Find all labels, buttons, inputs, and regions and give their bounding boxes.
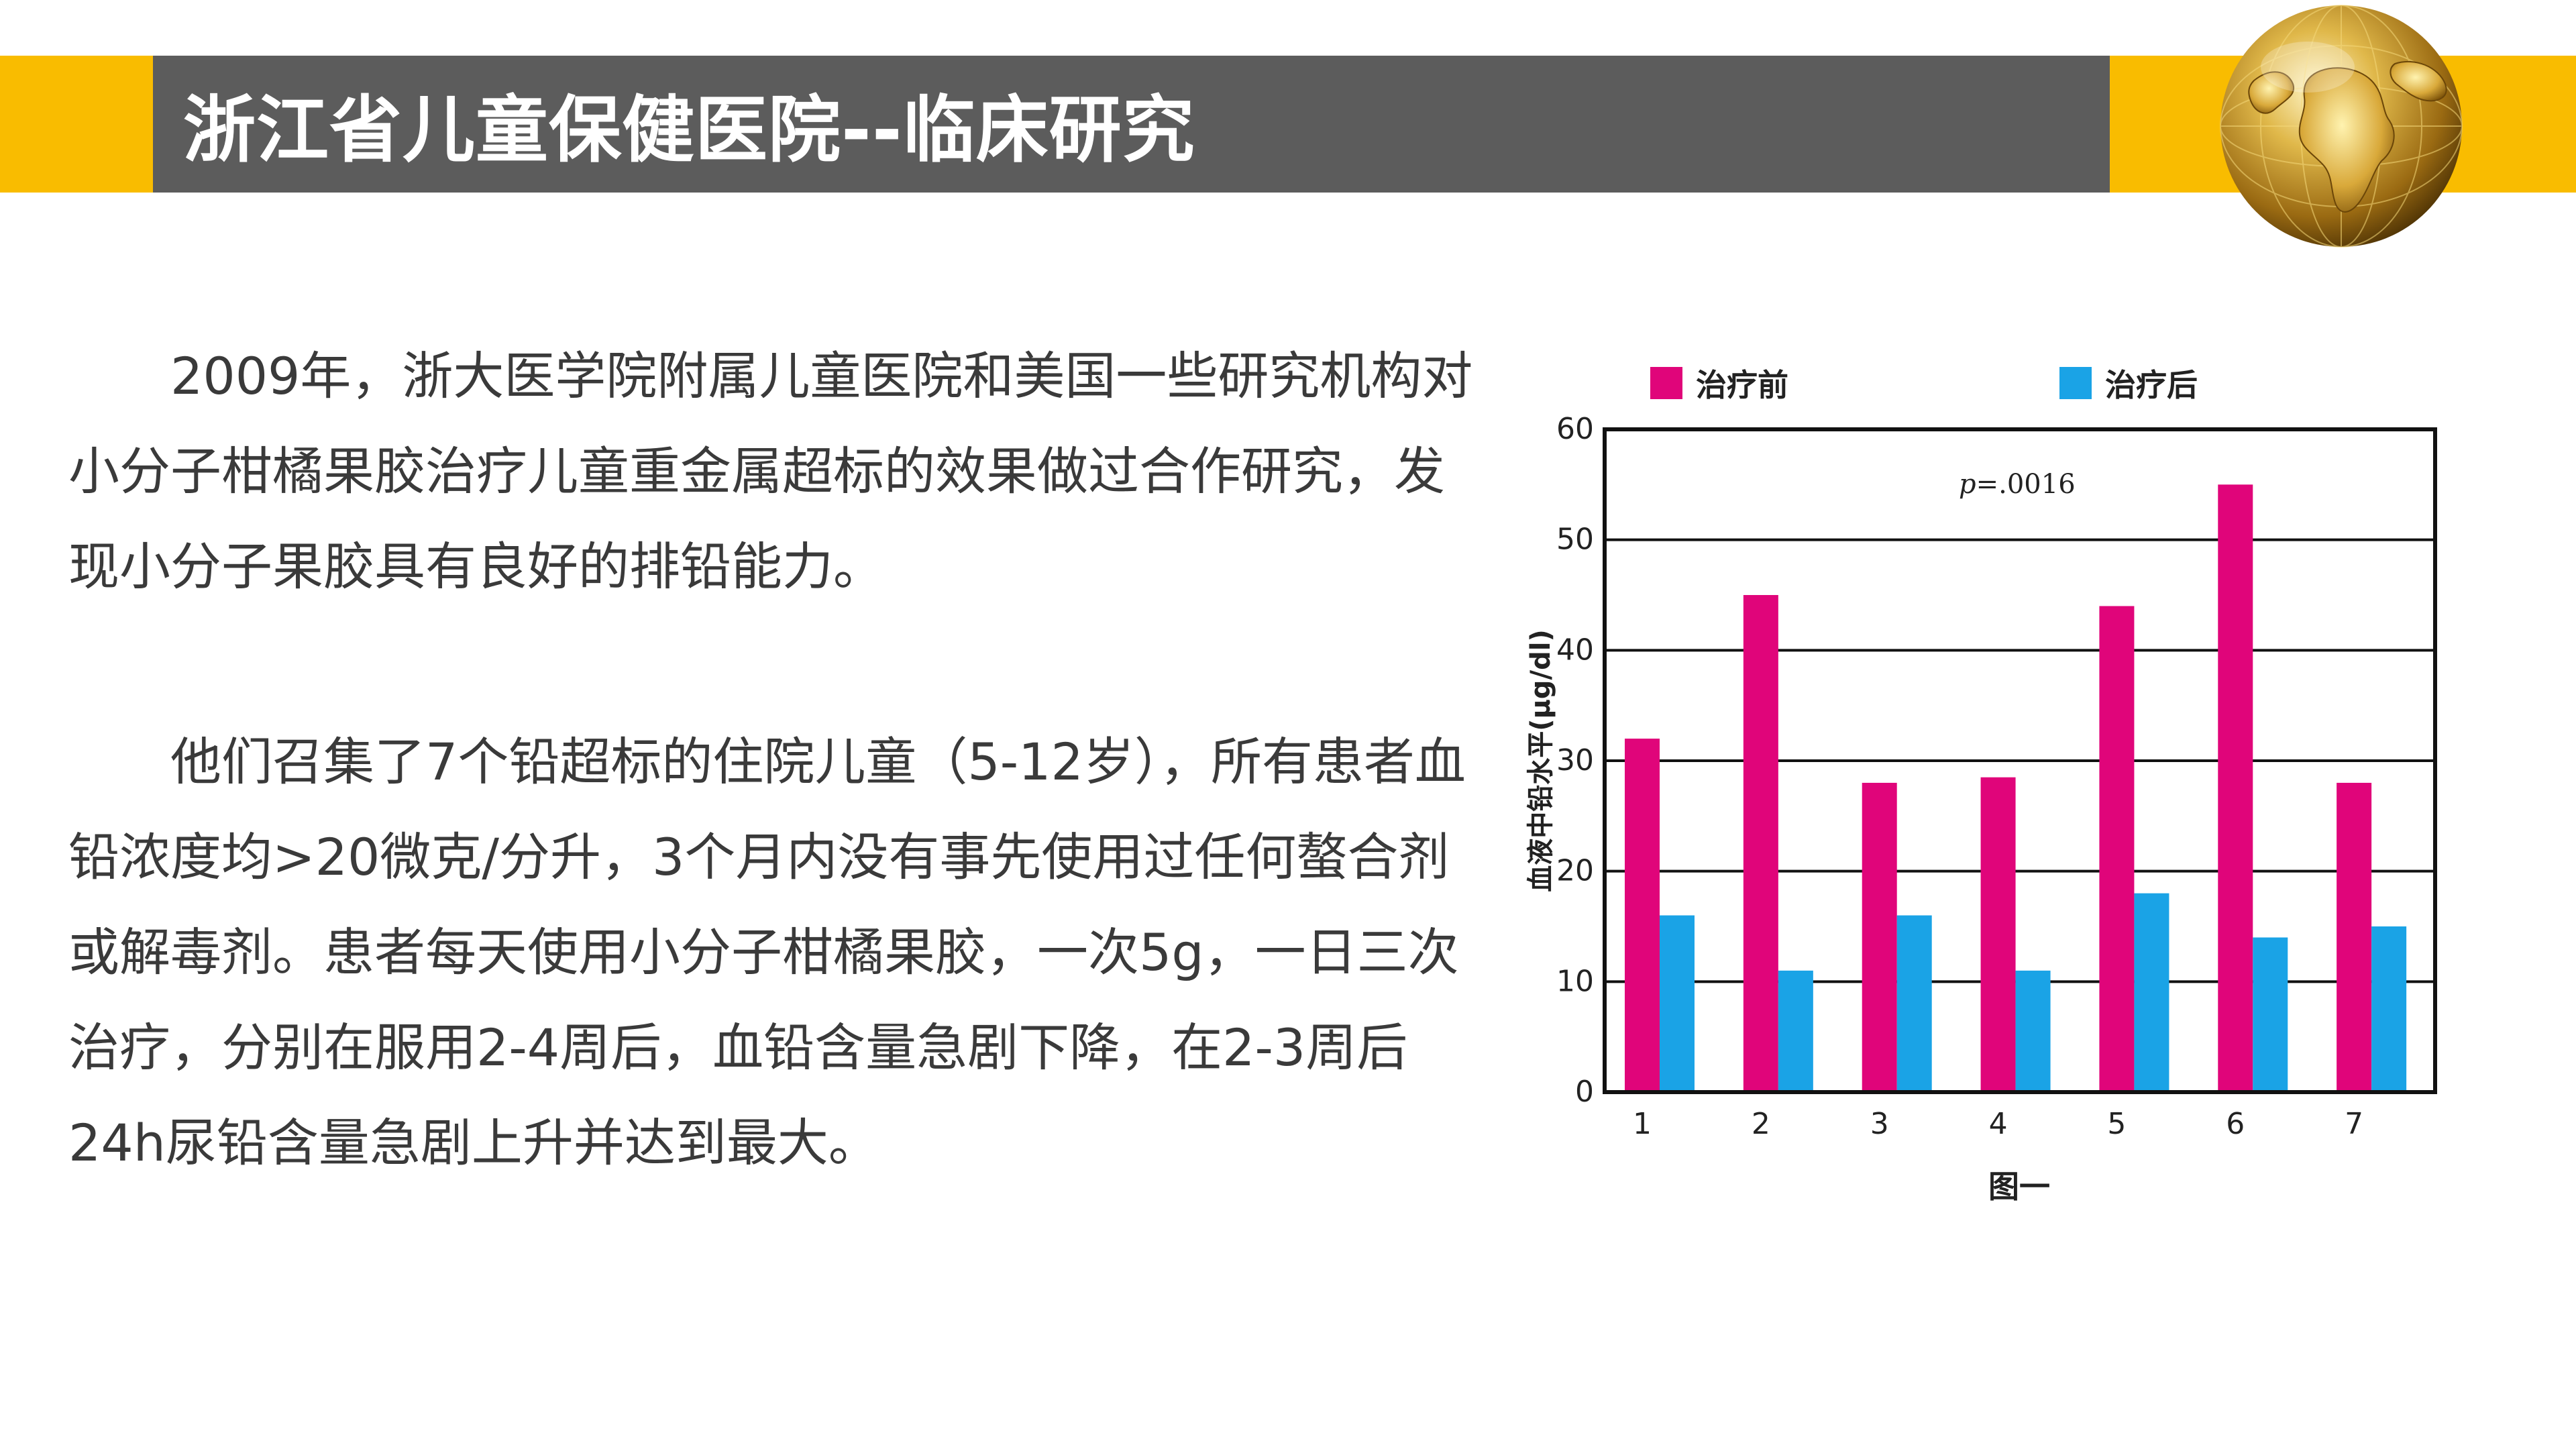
bar-after xyxy=(1778,970,1813,1092)
paragraph-2: 他们召集了7个铅超标的住院儿童（5-12岁），所有患者血铅浓度均>20微克/分升… xyxy=(68,732,1466,1173)
y-tick-label: 60 xyxy=(1556,412,1594,446)
x-tick-label: 1 xyxy=(1633,1107,1652,1141)
chart-caption: 图一 xyxy=(1988,1169,2050,1205)
y-axis-label: 血液中铅水平(μg/dl) xyxy=(1525,629,1556,892)
bar-before xyxy=(2099,606,2135,1092)
chart-legend: 治疗前 治疗后 xyxy=(1650,367,2198,403)
bar-after xyxy=(1896,915,1932,1092)
bar-before xyxy=(2337,782,2372,1092)
x-tick-label: 6 xyxy=(2226,1107,2245,1141)
x-tick-label: 2 xyxy=(1752,1107,1770,1141)
chart-gridlines xyxy=(1605,538,2435,983)
bar-before xyxy=(1862,782,1897,1092)
gold-globe-icon xyxy=(2220,5,2463,248)
y-tick-label: 30 xyxy=(1556,743,1594,777)
page-title: 浙江省儿童保健医院--临床研究 xyxy=(183,89,1195,172)
bar-before xyxy=(1743,595,1778,1092)
p-value: =.0016 xyxy=(1976,469,2076,500)
x-tick-label: 4 xyxy=(1989,1107,2008,1141)
study-paragraph: 他们召集了7个铅超标的住院儿童（5-12岁），所有患者血铅浓度均>20微克/分升… xyxy=(68,714,1477,1191)
y-tick-label: 40 xyxy=(1556,633,1594,667)
x-tick-label: 3 xyxy=(1870,1107,1889,1141)
y-tick-label: 50 xyxy=(1556,523,1594,557)
x-tick-label: 5 xyxy=(2107,1107,2126,1141)
y-tick-label: 0 xyxy=(1575,1075,1594,1109)
bar-after xyxy=(2015,970,2051,1092)
bar-before xyxy=(2218,484,2253,1092)
x-tick-label: 7 xyxy=(2345,1107,2363,1141)
legend-label: 治疗前 xyxy=(1696,367,1788,403)
title-band: 浙江省儿童保健医院--临床研究 xyxy=(153,56,2110,193)
intro-paragraph: 2009年，浙大医学院附属儿童医院和美国一些研究机构对小分子柑橘果胶治疗儿童重金… xyxy=(68,329,1477,614)
p-symbol: p xyxy=(1959,469,1976,500)
bar-after xyxy=(2371,926,2407,1092)
plot-frame xyxy=(1603,427,2437,1094)
y-tick-labels: 0 10 20 30 40 50 60 xyxy=(1556,412,1594,1109)
p-value-annotation: p=.0016 xyxy=(1959,469,2076,500)
bar-after xyxy=(2134,893,2169,1092)
bar-after xyxy=(2253,937,2288,1092)
bar-before xyxy=(1980,777,2016,1092)
y-tick-label: 10 xyxy=(1556,964,1594,998)
lead-level-bar-chart: 治疗前 治疗后 0 10 20 30 40 50 60 1 2 3 4 5 6 7 p=.0016 血液中… xyxy=(1525,367,2437,1205)
legend-swatch xyxy=(1650,367,1682,399)
bar-before xyxy=(1625,739,1660,1092)
legend-label: 治疗后 xyxy=(2105,367,2198,403)
bar-after xyxy=(1660,915,1695,1092)
chart-bars xyxy=(1625,484,2407,1092)
paragraph-1: 2009年，浙大医学院附属儿童医院和美国一些研究机构对小分子柑橘果胶治疗儿童重金… xyxy=(68,346,1473,596)
y-tick-label: 20 xyxy=(1556,854,1594,888)
legend-swatch xyxy=(2059,367,2092,399)
x-tick-labels: 1 2 3 4 5 6 7 xyxy=(1633,1107,2363,1141)
